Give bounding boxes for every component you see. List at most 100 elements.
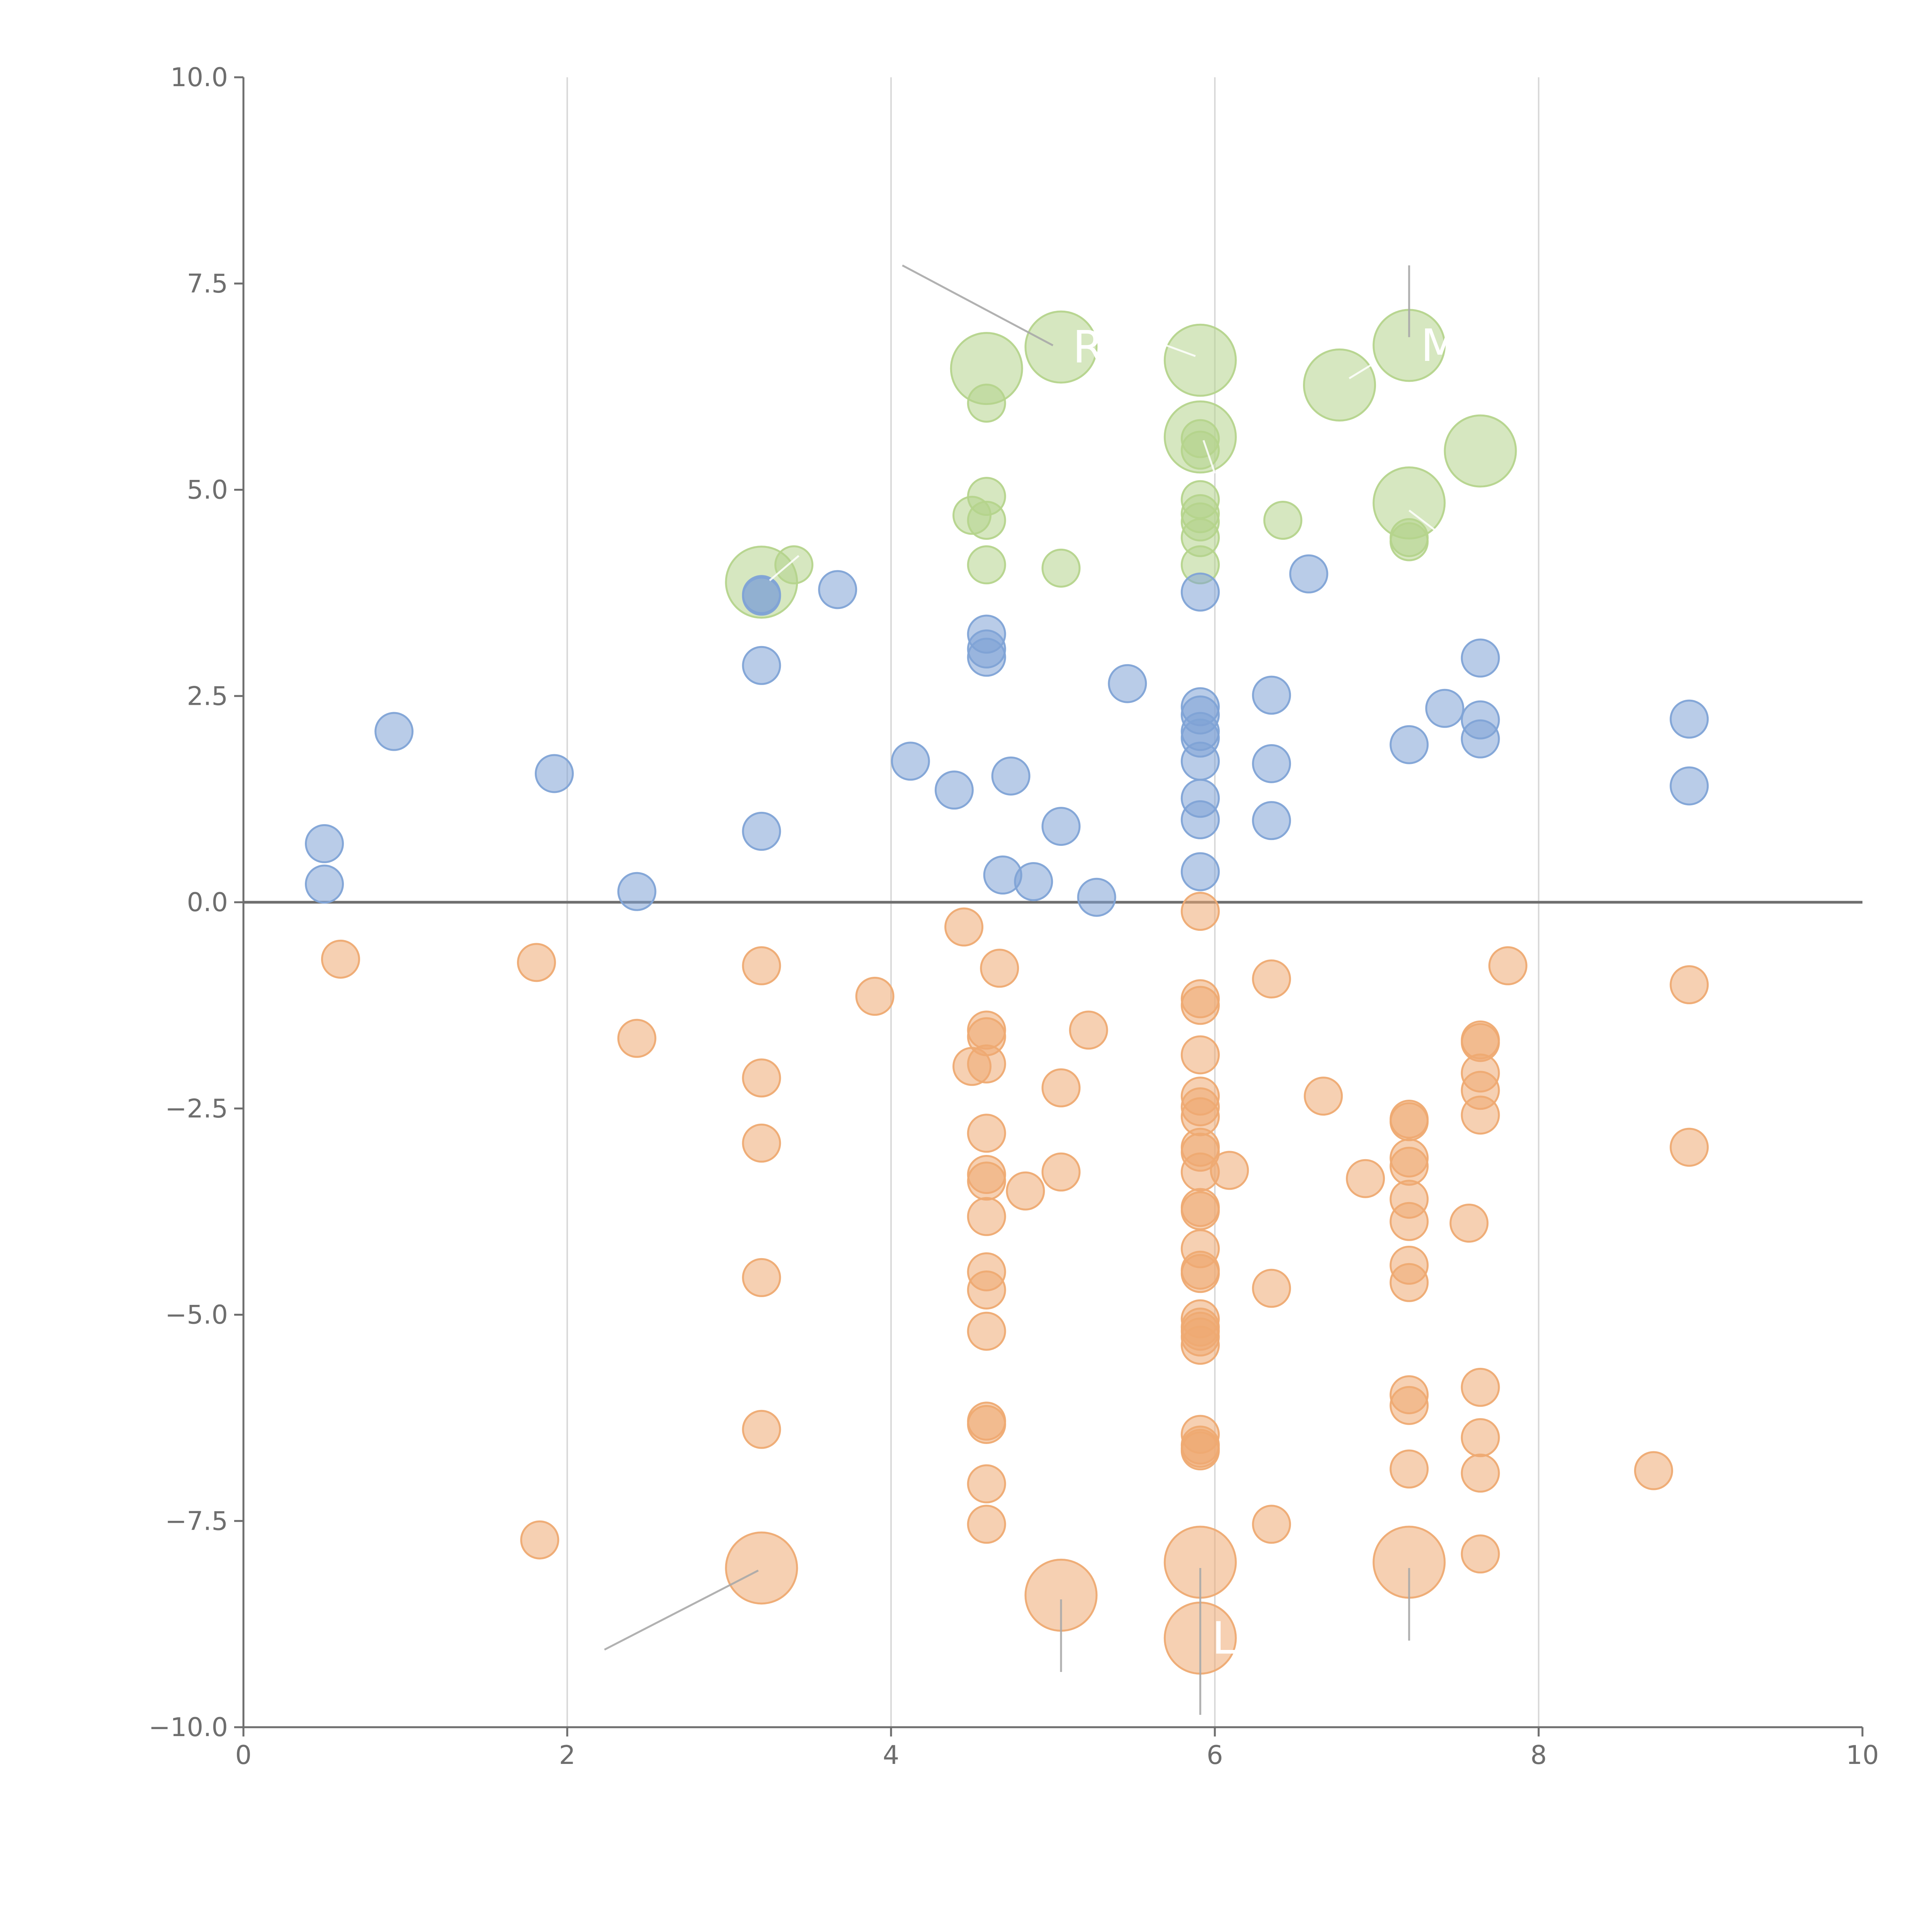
bubble-low xyxy=(1389,1146,1429,1186)
bubble-low xyxy=(742,1058,781,1098)
bubble-low xyxy=(1304,1077,1343,1116)
y-tick-label: 7.5 xyxy=(187,269,228,299)
bubble-mid xyxy=(1252,801,1291,840)
bubble-low xyxy=(1180,1254,1220,1293)
bubble-mid xyxy=(967,638,1006,677)
bubble-mid xyxy=(742,811,781,851)
bubble-high xyxy=(774,545,814,585)
bubble-low xyxy=(1041,1068,1081,1107)
bubble-high xyxy=(1263,500,1303,540)
bubble-low xyxy=(1210,1151,1249,1190)
bubble-low xyxy=(1041,1152,1081,1192)
bubble-mid xyxy=(1252,744,1291,783)
bubble-low xyxy=(967,1162,1006,1201)
bubble-low xyxy=(967,1114,1006,1153)
annotation-label: L xyxy=(1212,1612,1236,1664)
bubble-mid xyxy=(1108,664,1147,703)
bubble-low xyxy=(725,1531,798,1605)
bubble-mid xyxy=(1461,719,1500,759)
bubble-mid xyxy=(534,754,574,793)
bubble-mid xyxy=(305,864,344,904)
y-tick-label: −5.0 xyxy=(165,1300,228,1330)
bubble-low xyxy=(1006,1171,1045,1211)
x-tick-label: 10 xyxy=(1846,1740,1879,1770)
bubble-low xyxy=(520,1520,560,1560)
bubble-low xyxy=(742,946,781,985)
bubble-low xyxy=(967,1311,1006,1351)
annotation-label: MR xyxy=(1421,320,1490,372)
bubble-mid xyxy=(1670,766,1709,806)
bubble-mid xyxy=(1014,862,1053,901)
axes: 10.0 7.5 5.0 2.5 0.0 −2.5 −5.0 −7.5 −10.00 2 4 6 8 10 xyxy=(149,62,1879,1770)
bubble-low xyxy=(1488,946,1527,985)
x-tick-label: 8 xyxy=(1531,1740,1547,1770)
bubble-low xyxy=(1449,1204,1489,1243)
bubble-high xyxy=(967,500,1006,540)
bubble-mid xyxy=(305,824,344,863)
x-tick-label: 2 xyxy=(559,1740,576,1770)
leader-line xyxy=(1408,509,1439,534)
leader-line xyxy=(769,555,799,582)
bubble-low xyxy=(1389,1386,1429,1425)
bubble-low xyxy=(1461,1534,1500,1574)
bubble-high xyxy=(1180,419,1220,458)
bubble-mid xyxy=(1180,852,1220,891)
y-tick-label: −10.0 xyxy=(149,1712,228,1742)
y-tick-label: 5.0 xyxy=(187,475,228,505)
bubble-mid xyxy=(1077,878,1116,917)
bubble-low xyxy=(944,907,984,947)
bubble-mid xyxy=(742,646,781,685)
bubble-mid xyxy=(1670,699,1709,739)
bubble-low xyxy=(1389,1202,1429,1241)
bubble-mid xyxy=(1461,638,1500,678)
bubble-mid xyxy=(1180,800,1220,839)
annotation-leader-lines xyxy=(604,264,1439,1715)
leader-line xyxy=(604,1570,759,1651)
bubble-low xyxy=(1252,1505,1291,1544)
annotation-label: R xyxy=(1073,321,1104,373)
y-tick-label: 2.5 xyxy=(187,681,228,711)
bubble-low xyxy=(321,939,360,979)
bubble-low xyxy=(1389,1449,1429,1489)
bubble-low xyxy=(1180,1035,1220,1075)
bubble-high xyxy=(1389,522,1429,561)
y-tick-label: 10.0 xyxy=(170,62,228,92)
bubble-low xyxy=(1252,1269,1291,1308)
bubble-high xyxy=(1024,310,1098,384)
bubble-low xyxy=(980,949,1019,988)
bubble-mid xyxy=(1252,675,1291,715)
bubble-low xyxy=(1180,1431,1220,1471)
leader-line xyxy=(902,264,1054,347)
bubble-high xyxy=(1444,414,1517,488)
bubble-low xyxy=(1461,1418,1500,1458)
y-tick-label: 0.0 xyxy=(187,887,228,917)
bubble-low xyxy=(742,1410,781,1449)
bubble-low xyxy=(967,1197,1006,1236)
x-tick-label: 6 xyxy=(1207,1740,1223,1770)
bubbles xyxy=(305,309,1709,1675)
bubble-mid xyxy=(1289,554,1328,594)
bubble-mid xyxy=(818,570,857,609)
bubble-low xyxy=(1670,965,1709,1004)
bubble-low xyxy=(1670,1128,1709,1167)
bubble-mid xyxy=(1389,725,1429,764)
bubble-low xyxy=(967,1405,1006,1444)
bubble-low xyxy=(967,1044,1006,1083)
bubble-mid xyxy=(991,756,1031,796)
bubble-low xyxy=(1461,1453,1500,1493)
bubble-low xyxy=(1180,891,1220,931)
bubble-low xyxy=(1461,1367,1500,1407)
bubble-mid xyxy=(1425,689,1464,728)
bubble-low xyxy=(967,1270,1006,1310)
bubble-low xyxy=(742,1258,781,1297)
bubble-mid xyxy=(1041,807,1081,846)
bubble-mid xyxy=(742,577,781,616)
x-tick-label: 0 xyxy=(235,1740,252,1770)
bubble-low xyxy=(742,1123,781,1163)
bubble-high xyxy=(967,383,1006,423)
bubble-mid xyxy=(617,872,656,911)
bubble-low xyxy=(1346,1159,1385,1198)
annotation-labels: R MR L xyxy=(1073,320,1490,1665)
leader-line xyxy=(1166,344,1196,357)
